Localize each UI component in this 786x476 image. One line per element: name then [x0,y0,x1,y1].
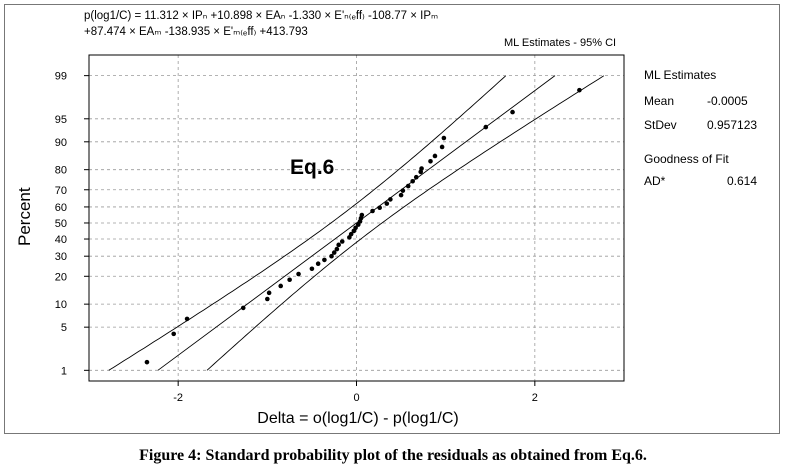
ci-band-lower [206,75,605,371]
data-point-1 [144,359,150,365]
data-point-12 [322,257,327,263]
data-point-33 [410,178,415,184]
ad-value: 0.614 [727,174,758,188]
y-tick-label-30: 30 [55,251,67,263]
x-tick-label-0: 0 [353,392,359,404]
data-point-21 [353,225,358,231]
equation-annotation: Eq.6 [290,156,335,179]
y-tick-label-40: 40 [55,234,67,246]
data-point-13 [329,253,334,259]
data-point-2 [171,331,177,337]
stdev-value: 0.957123 [707,118,758,132]
data-point-4 [240,305,246,311]
data-point-5 [265,296,270,302]
y-tick-label-80: 80 [55,165,67,177]
regression-equation-line-1: p(log1/C) = 11.312 × IPₙ +10.898 × EAₙ -… [84,10,439,22]
y-tick-label-99: 99 [55,71,67,83]
y-tick-label-50: 50 [55,218,67,230]
ci-band-upper [108,75,507,371]
y-tick-label-90: 90 [55,137,67,149]
data-point-36 [419,166,424,171]
data-point-19 [348,231,354,237]
data-point-34 [413,174,419,180]
y-tick-label-20: 20 [55,271,67,283]
data-point-37 [428,158,433,164]
data-point-42 [510,109,515,115]
data-point-17 [339,239,345,244]
confidence-interval-note: ML Estimates - 95% CI [504,37,617,49]
data-point-31 [400,188,406,193]
x-tick-label--2: -2 [173,392,183,404]
data-point-29 [388,197,393,202]
data-point-43 [577,87,582,93]
x-axis-label: Delta = o(log1/C) - p(log1/C) [257,410,459,427]
data-point-26 [370,208,375,214]
data-point-32 [405,183,411,189]
figure-frame [4,4,780,434]
y-tick-label-70: 70 [55,185,67,197]
data-point-8 [287,277,292,283]
data-point-27 [377,205,382,211]
data-point-25 [359,212,365,218]
probability-plot: 1 5 10 20 30 40 50 60 70 80 90 95 99 -2 0 2 [55,54,625,404]
data-point-16 [336,242,341,248]
data-point-41 [483,124,489,130]
data-point-10 [309,266,315,272]
data-point-40 [441,135,447,141]
y-tick-label-10: 10 [55,299,67,311]
data-point-39 [439,144,445,150]
figure-caption: Figure 4: Standard probability plot of t… [139,447,647,464]
mean-value: -0.0005 [707,94,748,108]
y-axis-label: Percent [15,187,34,246]
data-point-11 [315,261,321,267]
data-point-3 [184,316,190,322]
stdev-label: StDev [644,118,677,132]
y-tick-label-1: 1 [61,365,67,377]
data-point-15 [334,246,340,252]
ml-estimates-heading: ML Estimates [644,68,717,82]
y-tick-label-95: 95 [55,114,67,126]
data-point-7 [278,283,284,289]
data-point-14 [331,250,337,255]
data-point-28 [384,201,390,206]
regression-equation-line-2: +87.474 × EAₘ -138.935 × E'ₘ₍ₑff₎ +413.7… [84,26,308,38]
mean-label: Mean [644,94,675,108]
data-point-9 [296,271,301,277]
fitted-line [157,75,556,371]
ad-label: AD* [644,174,666,188]
data-point-30 [398,192,404,198]
data-point-6 [266,290,272,296]
y-tick-label-5: 5 [61,322,67,334]
x-tick-label-2: 2 [532,392,538,404]
y-tick-label-60: 60 [55,202,67,214]
goodness-of-fit-heading: Goodness of Fit [644,152,729,166]
data-point-38 [432,153,438,159]
